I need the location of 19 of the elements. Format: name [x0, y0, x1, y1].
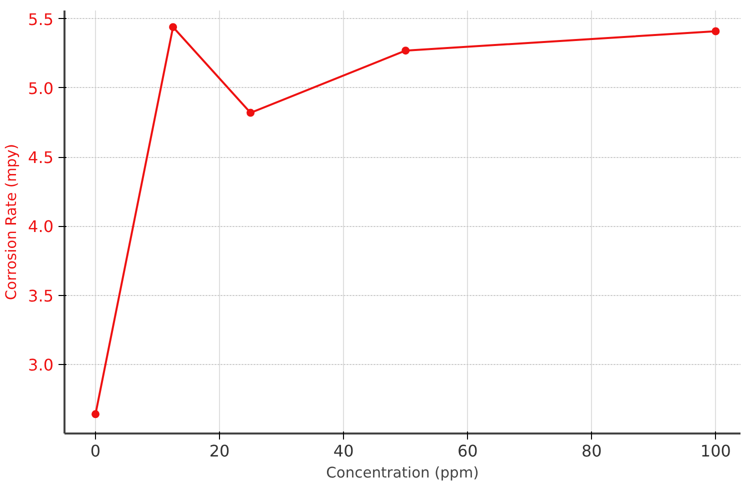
point — [402, 46, 410, 55]
point — [169, 23, 178, 32]
x-axis-title: Concentration (ppm) — [326, 464, 479, 482]
y-axis-title: Corrosion Rate (mpy) — [3, 144, 20, 300]
point — [92, 410, 100, 418]
y-tick-label: 4.0 — [28, 217, 54, 236]
x-tick-label: 100 — [700, 442, 731, 460]
x-tick-label: 20 — [209, 442, 230, 460]
y-tick-label: 5.5 — [28, 10, 54, 29]
x-tick-label: 60 — [457, 442, 478, 460]
y-tick-label: 3.0 — [28, 355, 54, 374]
x-tick-label: 80 — [581, 442, 602, 460]
y-tick-label: 4.5 — [28, 148, 54, 168]
y-tick-label: 5.0 — [28, 78, 54, 98]
x-tick-label: 40 — [333, 442, 354, 460]
y-tick-label: 3.5 — [28, 286, 54, 306]
point — [712, 27, 720, 36]
x-tick-label: 0 — [90, 442, 101, 460]
point — [246, 108, 255, 117]
